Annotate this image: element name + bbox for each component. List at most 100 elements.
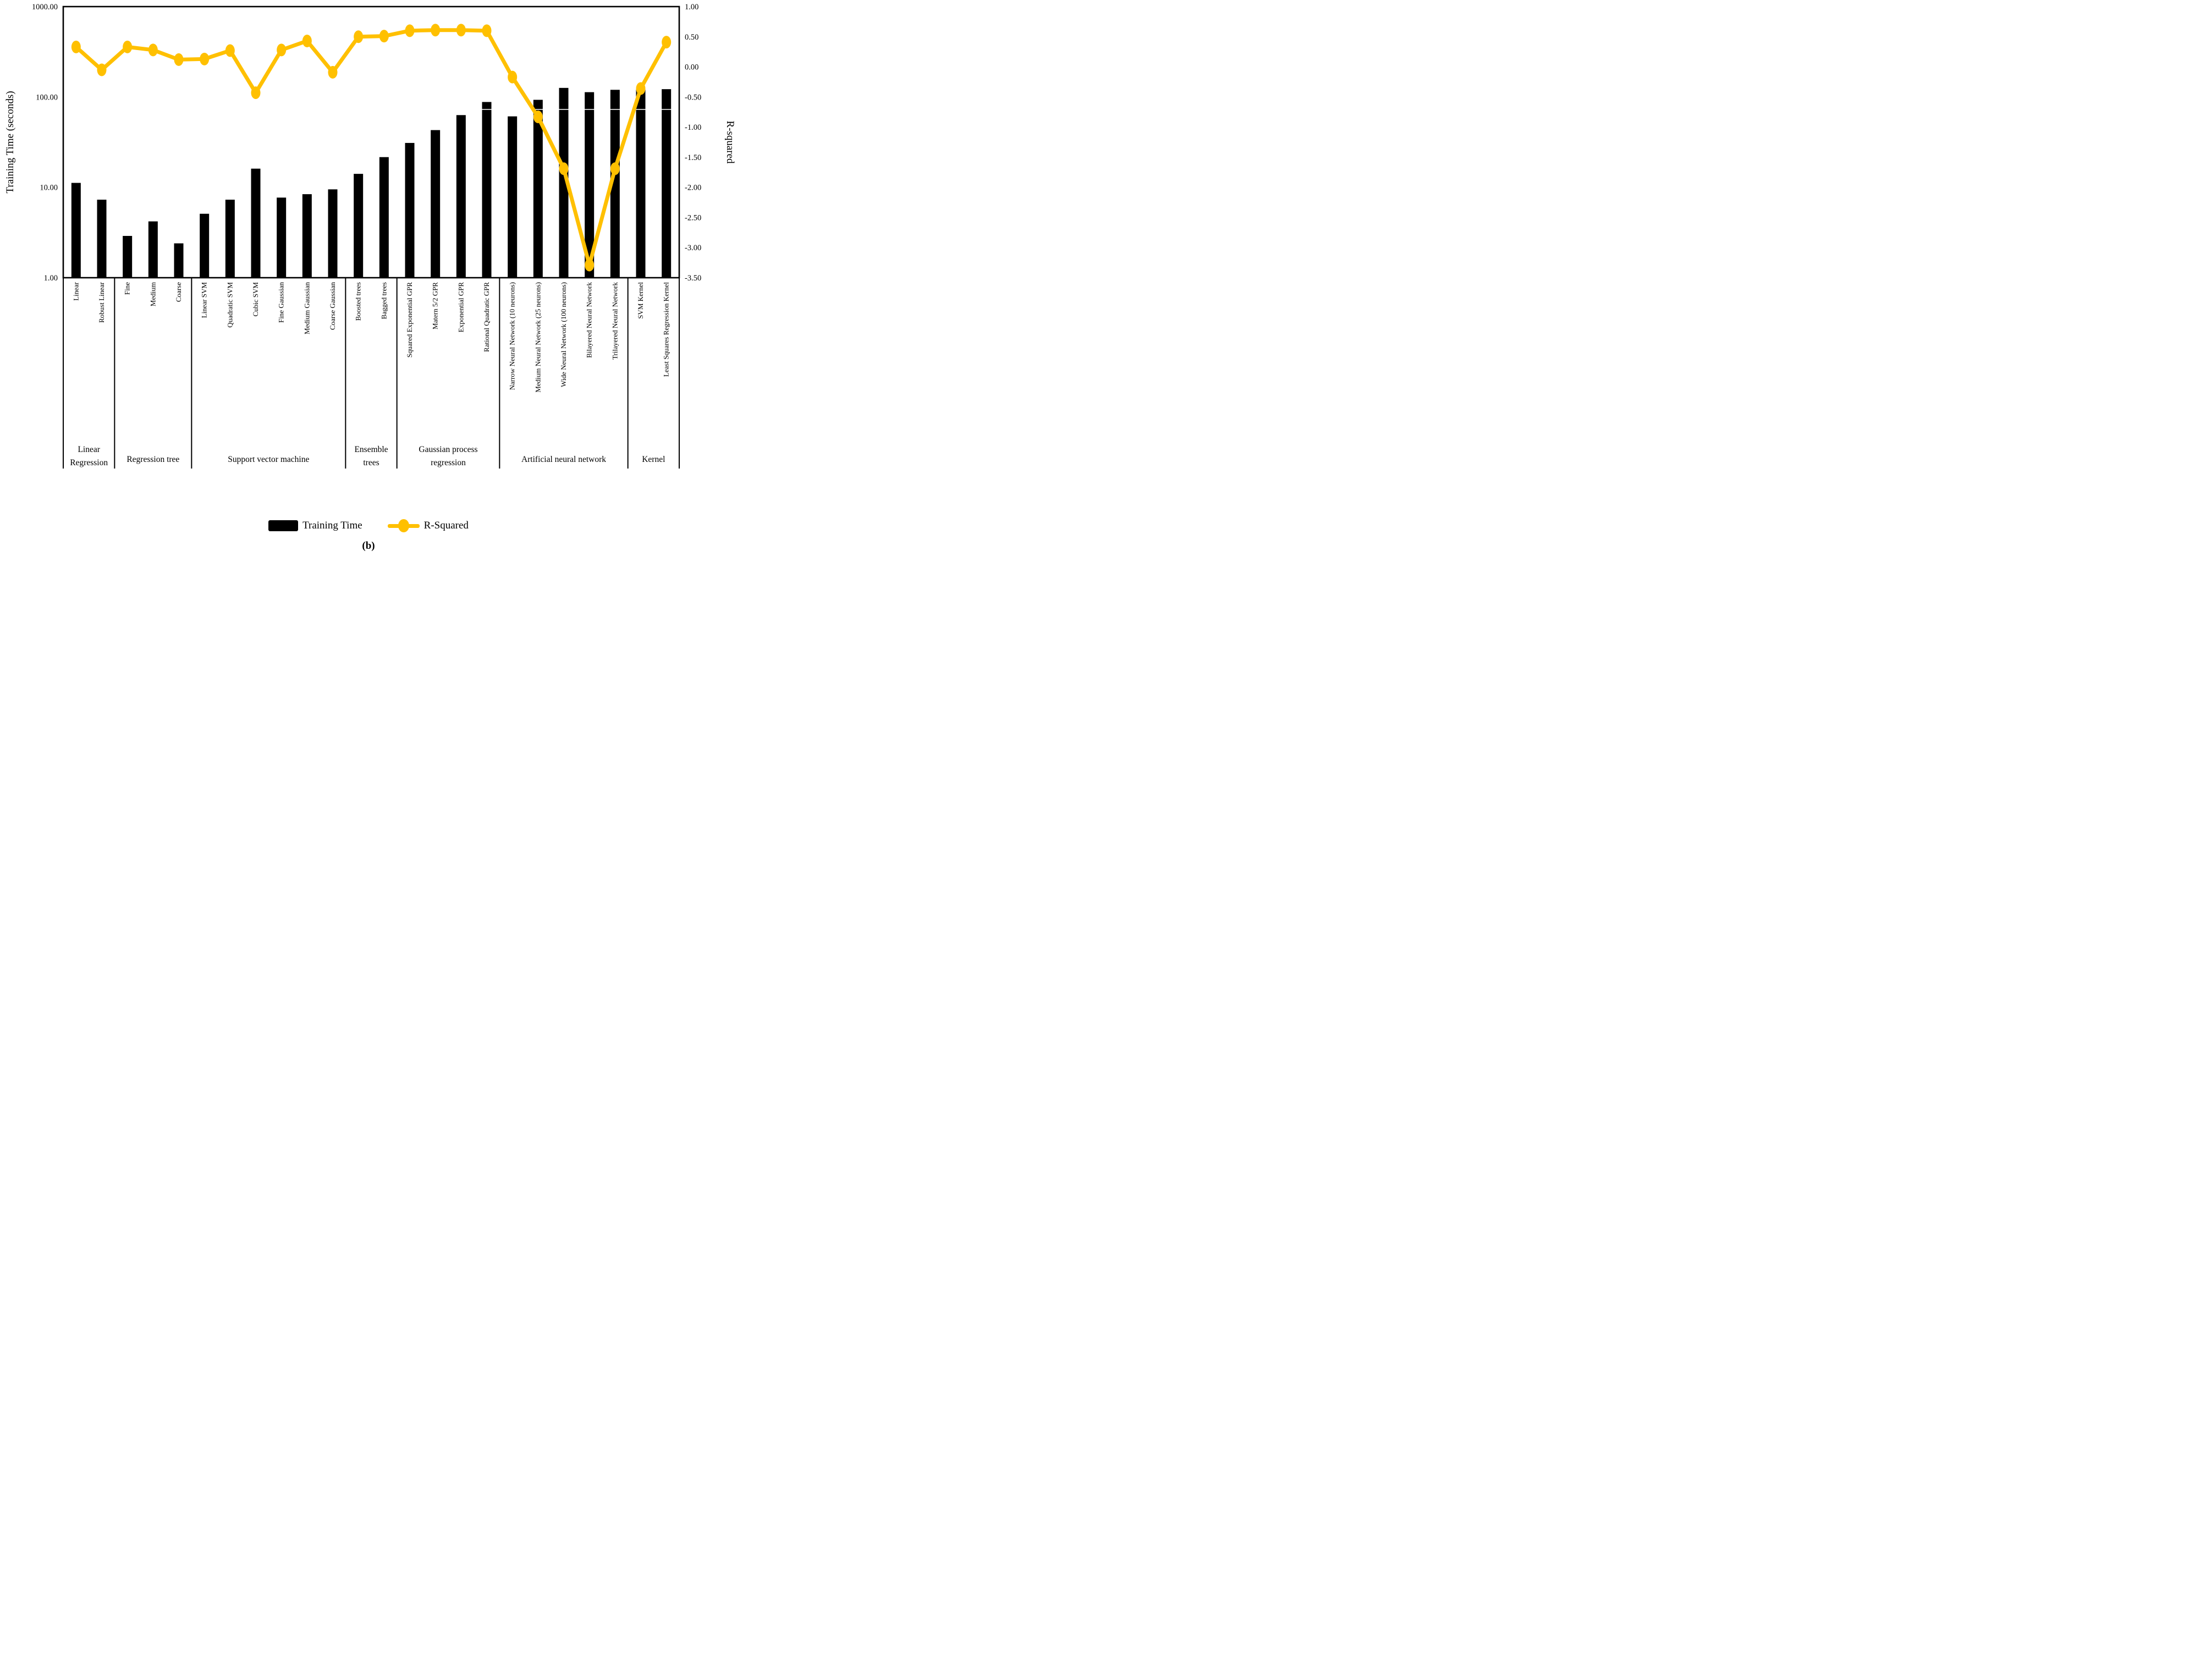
- bar-Rational Quadratic GPR: [482, 102, 492, 278]
- r-squared-marker-Cubic SVM: [251, 86, 261, 100]
- category-label: Fine Gaussian: [277, 282, 285, 323]
- r-squared-marker-Fine Gaussian: [277, 43, 287, 57]
- r-squared-series-line: [75, 28, 668, 267]
- bar-SVM Kernel: [636, 89, 646, 278]
- bar-Wide Neural Network (100 neurons): [559, 87, 569, 278]
- legend-label-training-time: Training Time: [302, 520, 362, 531]
- bar-Medium Gaussian: [302, 194, 312, 278]
- r-squared-marker-Exponential GPR: [456, 24, 466, 37]
- group-label-Gaussian process regression: regression: [431, 458, 466, 467]
- r-squared-marker-Medium: [148, 43, 158, 57]
- category-label: Narrow Neural Network (10 neurons): [508, 282, 516, 390]
- r-squared-marker-Bilayered Neural Network: [585, 258, 595, 272]
- category-label: Quadratic SVM: [225, 282, 234, 328]
- r-squared-marker-SVM Kernel: [636, 82, 646, 95]
- r-squared-marker-Fine: [123, 40, 133, 53]
- category-label: Linear: [71, 282, 80, 301]
- r-squared-marker-Least Squares Regression Kernel: [662, 36, 672, 49]
- r-squared-marker-Wide Neural Network (100 neurons): [559, 162, 569, 175]
- bar-Exponential GPR: [456, 115, 466, 278]
- left-axis-tick: 100.00: [36, 93, 58, 102]
- bar-Fine: [123, 236, 133, 278]
- bar-Fine Gaussian: [277, 197, 287, 278]
- r-squared-marker-Bagged trees: [379, 30, 389, 43]
- right-axis-tick: -3.50: [685, 274, 701, 283]
- right-axis-tick: -1.50: [685, 153, 701, 162]
- category-label: Bilayered Neural Network: [585, 282, 593, 358]
- r-squared-marker-Robust Linear: [97, 63, 107, 76]
- r-squared-marker-Matern 5/2 GPR: [431, 24, 441, 37]
- group-label-Linear Regression: Linear: [78, 445, 100, 454]
- right-axis-tick: 0.00: [685, 63, 698, 72]
- training-time-swatch: [268, 520, 299, 531]
- category-label: Fine: [123, 282, 131, 295]
- category-label: Least Squares Regression Kernel: [662, 282, 670, 377]
- right-axis-tick: -1.00: [685, 123, 701, 132]
- bar-Quadratic SVM: [225, 200, 235, 278]
- bar-Cubic SVM: [251, 168, 261, 278]
- r-squared-marker-Linear SVM: [200, 52, 210, 65]
- right-axis-tick: 1.00: [685, 3, 698, 12]
- group-label-Linear Regression: Regression: [70, 458, 108, 467]
- bar-Squared Exponential GPR: [405, 142, 415, 278]
- category-label: Squared Exponential GPR: [405, 282, 414, 358]
- category-label: Trilayered Neural Network: [610, 282, 619, 360]
- category-label: Cubic SVM: [251, 282, 260, 317]
- r-squared-dot-icon: [398, 519, 409, 532]
- left-axis-title: Training Time (seconds): [4, 91, 16, 193]
- right-axis-tick: 0.50: [685, 33, 698, 42]
- r-squared-marker-Medium Neural Network (25 neurons): [533, 110, 543, 123]
- category-label: Robust Linear: [97, 282, 106, 323]
- bar-Matern 5/2 GPR: [431, 130, 441, 278]
- r-squared-swatch: [387, 519, 420, 532]
- group-label-Ensemble trees: Ensemble: [354, 445, 388, 454]
- bar-Trilayered Neural Network: [610, 90, 620, 278]
- r-squared-marker-Quadratic SVM: [225, 44, 235, 57]
- category-label: Bagged trees: [379, 282, 388, 320]
- category-label: Medium Gaussian: [302, 282, 311, 334]
- r-squared-marker-Linear: [71, 40, 81, 53]
- left-axis-tick: 1.00: [44, 274, 58, 283]
- r-squared-marker-Rational Quadratic GPR: [482, 24, 492, 37]
- group-label-Artificial neural network: Artificial neural network: [521, 455, 606, 464]
- group-label-Gaussian process regression: Gaussian process: [419, 445, 477, 454]
- bar-Least Squares Regression Kernel: [662, 89, 672, 278]
- group-label-Support vector machine: Support vector machine: [228, 455, 309, 464]
- category-label: Coarse: [174, 282, 183, 302]
- category-label: SVM Kernel: [636, 282, 645, 319]
- bar-Bagged trees: [379, 157, 389, 278]
- left-axis-tick: 10.00: [40, 184, 58, 192]
- r-squared-marker-Coarse Gaussian: [328, 65, 338, 79]
- bar-Bilayered Neural Network: [585, 92, 595, 278]
- figure-chart-b: 1000.00 100.00 10.00 1.00 1.00 0.50 0.00 -0.50 -…: [0, 0, 737, 560]
- r-squared-marker-Boosted trees: [354, 30, 364, 43]
- figure-caption: (b): [362, 540, 375, 552]
- bar-Robust Linear: [97, 200, 107, 278]
- legend: Training Time R-Squared: [0, 515, 737, 537]
- right-axis-tick: -2.50: [685, 213, 701, 222]
- category-label: Matern 5/2 GPR: [431, 282, 439, 329]
- right-axis-tick: -2.00: [685, 184, 701, 192]
- bar-Linear: [71, 183, 81, 278]
- bar-Narrow Neural Network (10 neurons): [508, 116, 518, 278]
- bar-Medium: [148, 221, 158, 278]
- legend-item-training-time: Training Time: [268, 520, 362, 532]
- r-squared-marker-Coarse: [174, 53, 184, 66]
- right-axis-tick: -0.50: [685, 93, 701, 102]
- combo-chart: 1000.00 100.00 10.00 1.00 1.00 0.50 0.00 -0.50 -…: [4, 3, 736, 469]
- plot-border: [62, 5, 680, 279]
- r-squared-marker-Medium Gaussian: [302, 34, 312, 47]
- r-squared-marker-Trilayered Neural Network: [610, 162, 620, 175]
- legend-item-r-squared: R-Squared: [387, 519, 469, 532]
- group-label-Regression tree: Regression tree: [126, 455, 179, 464]
- category-label: Medium: [148, 282, 157, 306]
- group-label-Ensemble trees: trees: [363, 458, 379, 467]
- bar-Boosted trees: [354, 174, 364, 278]
- bar-Medium Neural Network (25 neurons): [533, 100, 543, 278]
- category-label: Rational Quadratic GPR: [482, 282, 491, 352]
- group-label-Kernel: Kernel: [642, 455, 665, 464]
- right-axis-tick: -3.00: [685, 244, 701, 252]
- category-label: Linear SVM: [200, 282, 208, 318]
- bar-Linear SVM: [200, 213, 210, 278]
- legend-label-r-squared: R-Squared: [423, 520, 469, 531]
